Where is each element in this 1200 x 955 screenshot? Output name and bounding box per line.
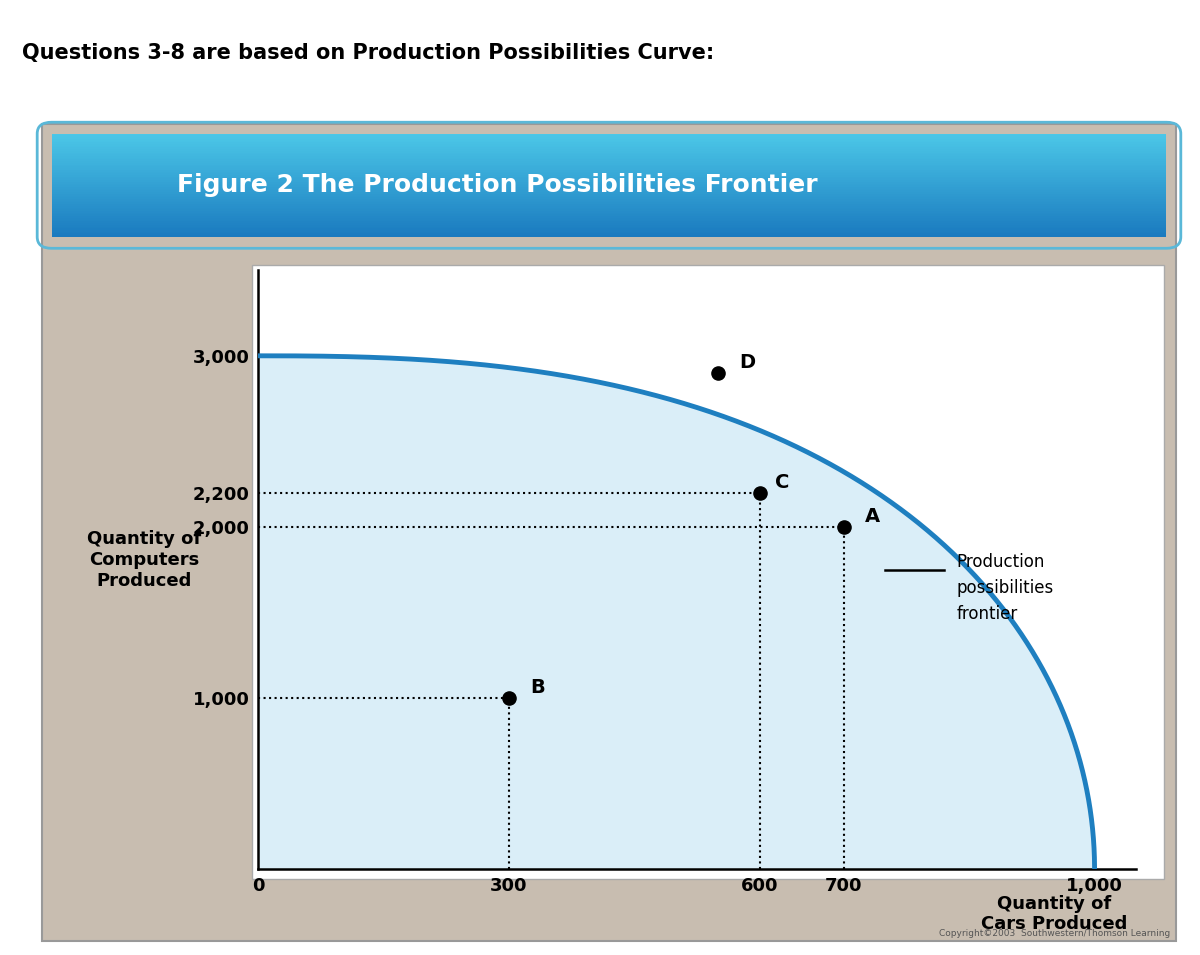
Bar: [52, 180, 1166, 181]
Bar: [52, 207, 1166, 209]
Bar: [52, 151, 1166, 153]
Bar: [52, 218, 1166, 220]
Point: [708, 365, 727, 380]
Bar: [52, 159, 1166, 161]
Bar: [52, 164, 1166, 166]
Bar: [52, 168, 1166, 170]
Bar: [52, 149, 1166, 151]
Bar: [52, 220, 1166, 222]
Bar: [0, 0, 1200, 115]
Bar: [52, 136, 1166, 138]
Text: D: D: [739, 353, 755, 372]
Bar: [52, 170, 1166, 172]
Bar: [52, 206, 1166, 207]
Bar: [52, 199, 1166, 201]
Bar: [52, 155, 1166, 156]
Bar: [52, 179, 1166, 180]
Bar: [52, 185, 1166, 187]
Bar: [52, 134, 1166, 136]
Text: Quantity of
Cars Produced: Quantity of Cars Produced: [982, 895, 1128, 933]
Bar: [52, 153, 1166, 155]
Text: Production
possibilities
frontier: Production possibilities frontier: [956, 553, 1054, 624]
Bar: [52, 187, 1166, 189]
Bar: [52, 230, 1166, 232]
Text: C: C: [775, 473, 790, 492]
Bar: [252, 265, 1164, 879]
Bar: [52, 209, 1166, 211]
Bar: [52, 202, 1166, 204]
Bar: [52, 215, 1166, 216]
Bar: [52, 233, 1166, 235]
Bar: [52, 204, 1166, 206]
Bar: [52, 216, 1166, 218]
Bar: [52, 189, 1166, 190]
Point: [750, 485, 769, 500]
Bar: [52, 211, 1166, 213]
Bar: [52, 138, 1166, 140]
Bar: [52, 177, 1166, 179]
Bar: [52, 196, 1166, 198]
Bar: [52, 166, 1166, 168]
Bar: [52, 194, 1166, 196]
Bar: [52, 181, 1166, 183]
Bar: [52, 201, 1166, 202]
Bar: [52, 158, 1166, 159]
Bar: [52, 192, 1166, 194]
Bar: [52, 156, 1166, 158]
Bar: [52, 146, 1166, 147]
Bar: [52, 183, 1166, 185]
Bar: [52, 222, 1166, 223]
Bar: [52, 142, 1166, 144]
Bar: [52, 190, 1166, 192]
Bar: [52, 198, 1166, 199]
Bar: [52, 173, 1166, 175]
Bar: [42, 124, 1176, 941]
Point: [499, 690, 518, 706]
Bar: [52, 175, 1166, 177]
Bar: [52, 144, 1166, 146]
Bar: [52, 213, 1166, 215]
Bar: [52, 235, 1166, 237]
Bar: [52, 223, 1166, 224]
Bar: [52, 232, 1166, 233]
Bar: [52, 163, 1166, 164]
Bar: [52, 224, 1166, 226]
Bar: [52, 172, 1166, 173]
Text: B: B: [530, 678, 545, 697]
Text: Quantity of
Computers
Produced: Quantity of Computers Produced: [86, 530, 202, 589]
Text: Figure 2 The Production Possibilities Frontier: Figure 2 The Production Possibilities Fr…: [178, 173, 818, 198]
Bar: [52, 147, 1166, 149]
Bar: [52, 161, 1166, 163]
Bar: [52, 226, 1166, 228]
Bar: [52, 228, 1166, 230]
Text: Questions 3-8 are based on Production Possibilities Curve:: Questions 3-8 are based on Production Po…: [22, 43, 714, 62]
Bar: [52, 140, 1166, 142]
Point: [834, 520, 853, 535]
Text: Copyright©2003  Southwestern/Thomson Learning: Copyright©2003 Southwestern/Thomson Lear…: [938, 929, 1170, 938]
Text: A: A: [864, 507, 880, 526]
